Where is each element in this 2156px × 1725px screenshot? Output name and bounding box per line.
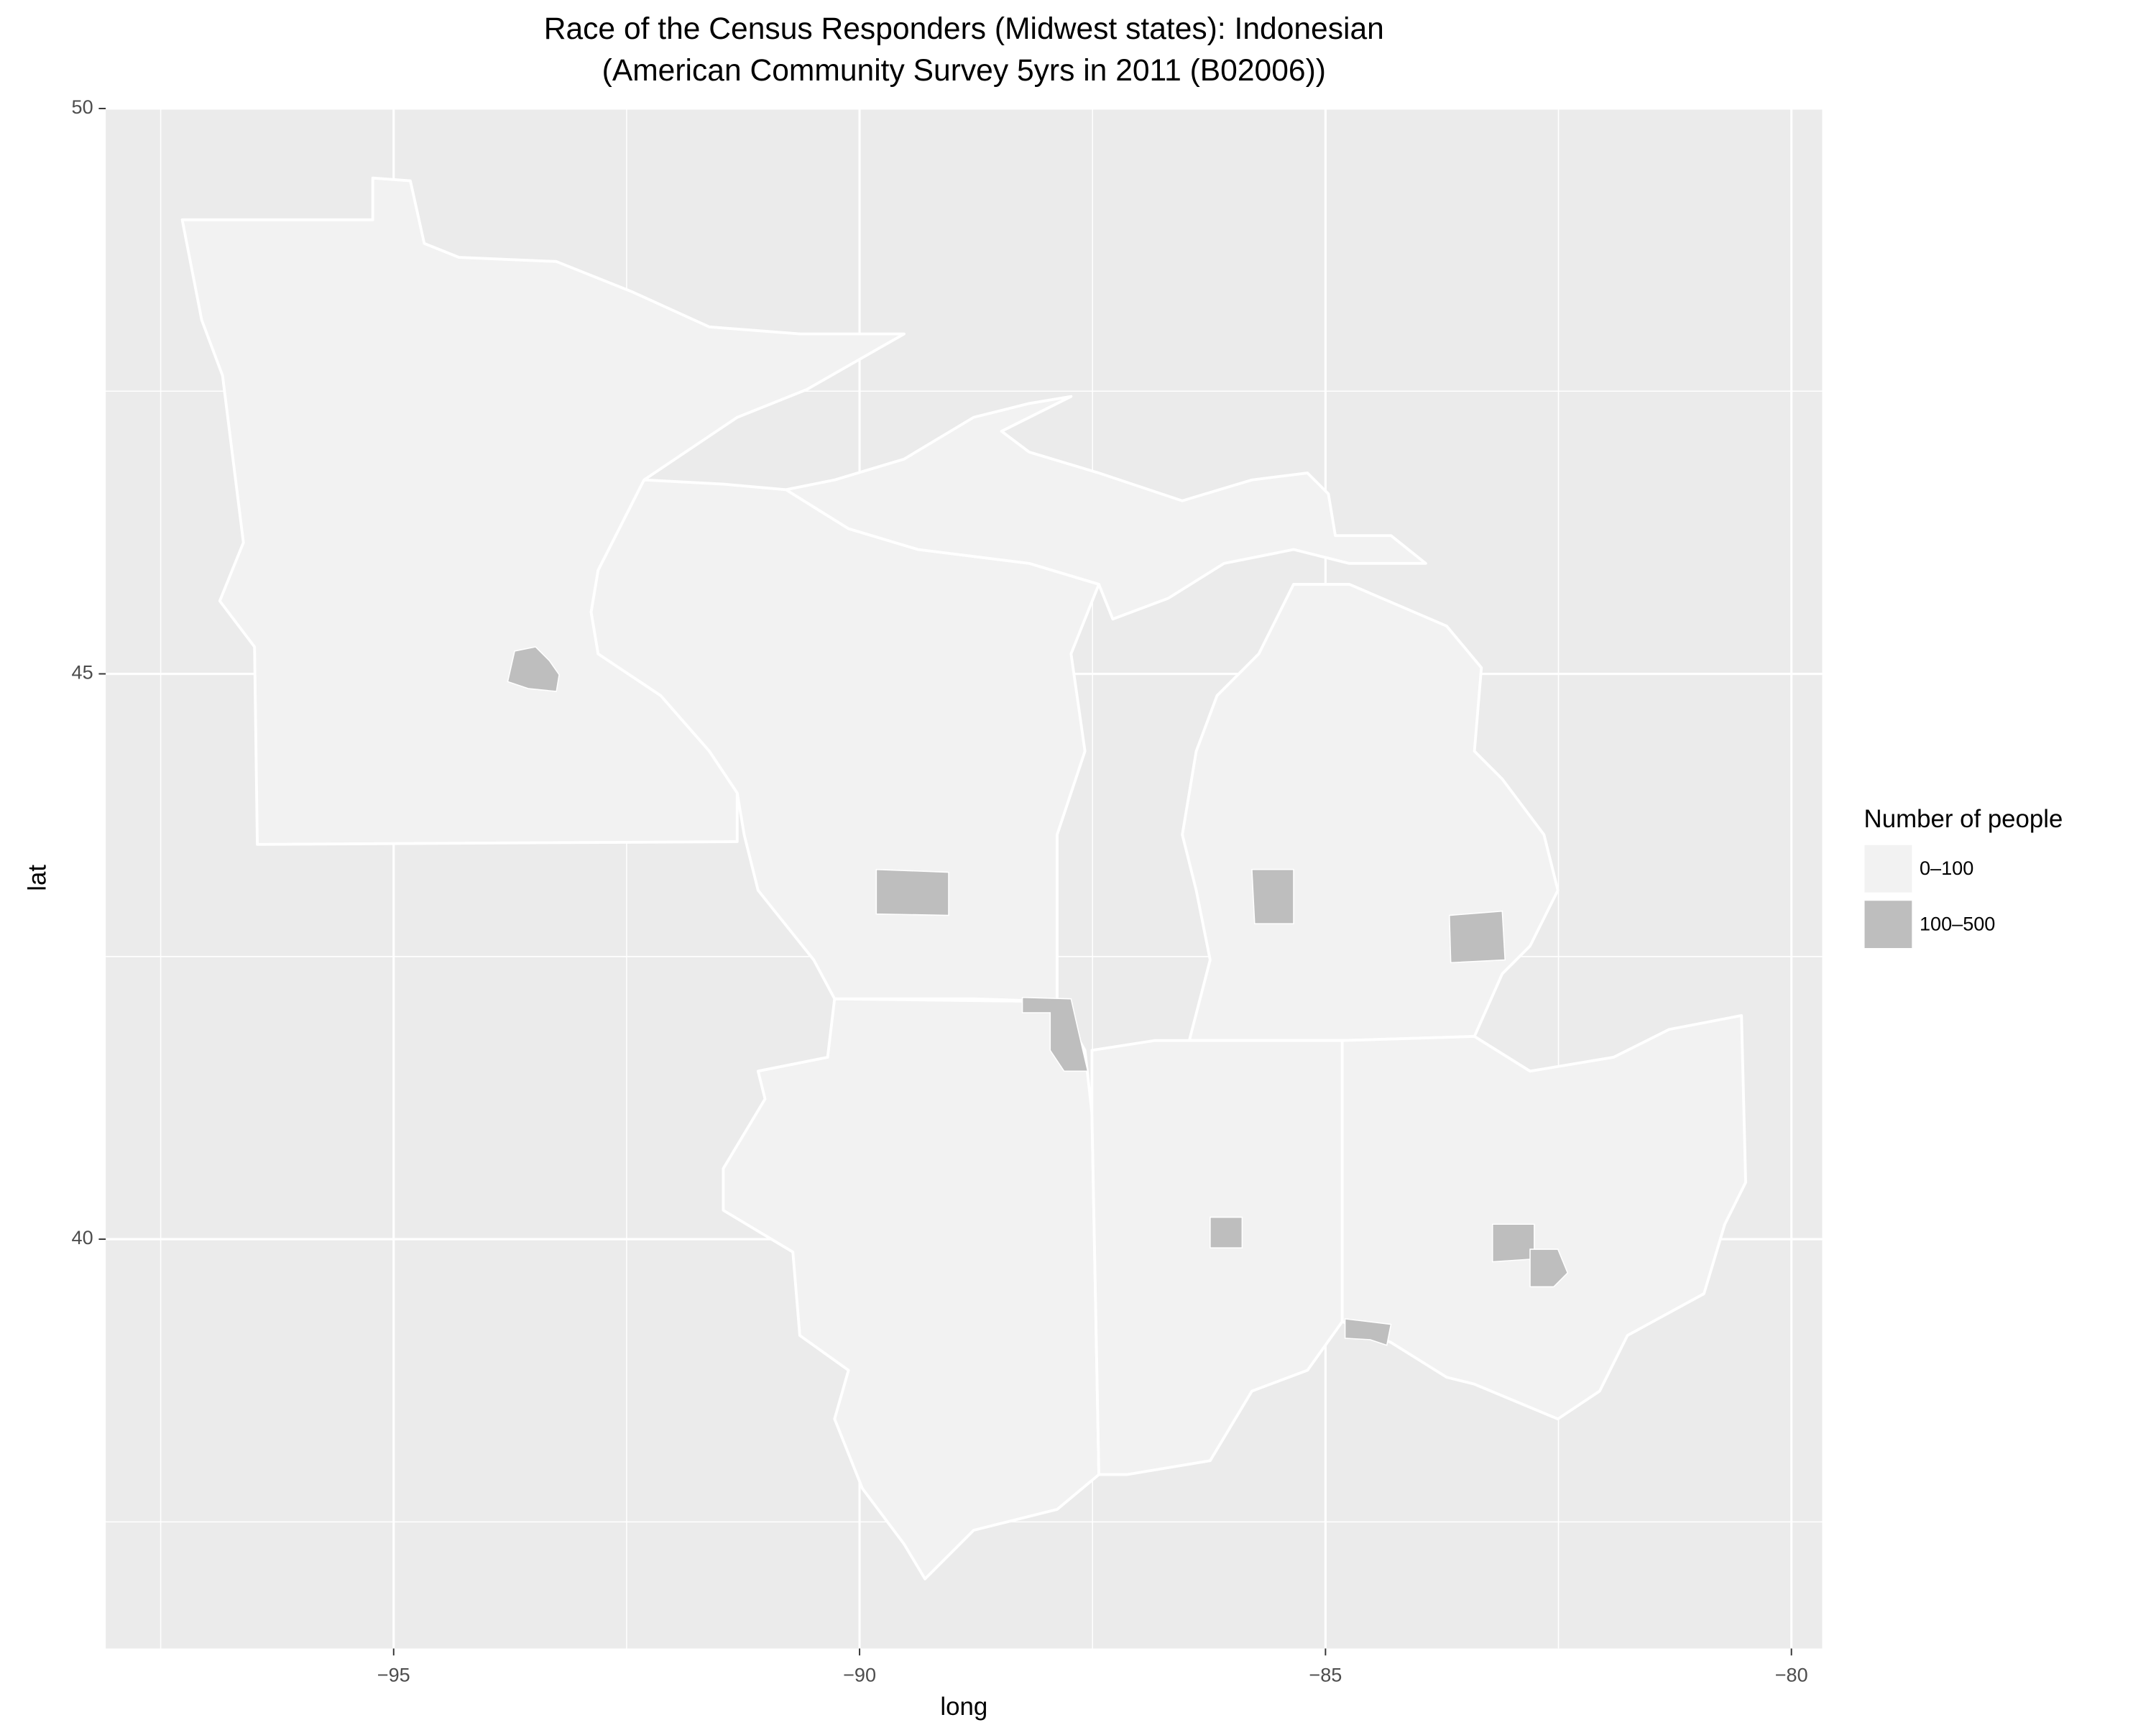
x-tick-label: −95 [377,1663,410,1685]
county [1344,1317,1392,1346]
y-tick-label: 45 [72,661,93,684]
legend-label: 0–100 [1920,857,1973,879]
x-tick-label: −90 [843,1663,876,1685]
county [875,868,949,916]
county [1492,1223,1535,1263]
michigan-upper [784,395,1427,621]
county [1448,910,1506,964]
indiana [1090,1039,1344,1476]
county [1021,996,1089,1072]
county [507,646,560,692]
legend-title: Number of people [1864,805,2063,833]
y-tick-label: 40 [72,1226,93,1248]
county [1529,1248,1569,1288]
legend-label: 100–500 [1920,912,1995,934]
x-tick-label: −85 [1309,1663,1342,1685]
county [1251,868,1294,924]
x-axis-title: long [940,1693,987,1721]
legend-key [1863,899,1914,949]
y-tick-label: 50 [72,96,93,118]
chart-title: Race of the Census Responders (Midwest s… [544,12,1384,46]
chart-title: (American Community Survey 5yrs in 2011 … [602,53,1326,88]
county [1210,1216,1243,1248]
map [180,176,1747,1581]
ohio [1340,1013,1747,1421]
y-axis-title: lat [23,865,51,891]
legend-key [1863,843,1914,894]
x-tick-label: −80 [1775,1663,1808,1685]
